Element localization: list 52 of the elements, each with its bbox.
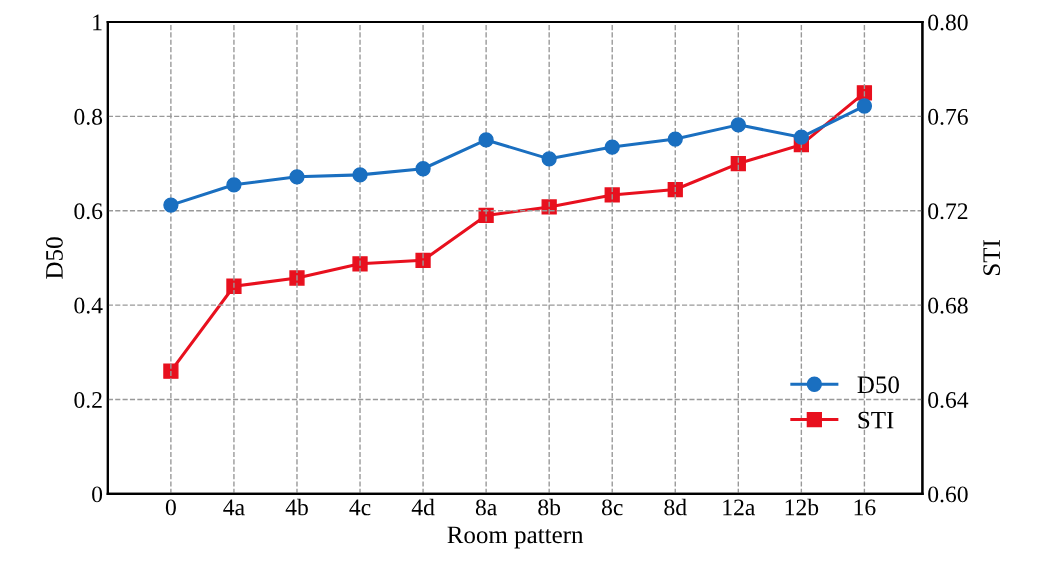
x-tick-label: 8c <box>601 499 623 516</box>
legend-label: STI <box>858 411 894 429</box>
point <box>541 199 557 215</box>
y-tick-label: 0.8 <box>74 108 103 125</box>
point <box>478 207 494 224</box>
point <box>415 252 431 268</box>
y2-tick-label: 0.80 <box>928 14 968 31</box>
x-tick-label: 8d <box>664 498 687 516</box>
point <box>604 187 620 203</box>
y-axis-title: D50 <box>45 237 63 279</box>
y2-axis-title: STI <box>983 240 1001 276</box>
x-tick-label: 8b <box>538 498 561 516</box>
x-tick-label: 4d <box>411 498 435 516</box>
point <box>163 363 179 379</box>
point <box>856 98 873 114</box>
x-tick-label: 0 <box>165 499 176 516</box>
point <box>289 270 305 286</box>
point <box>226 278 242 294</box>
y2-tick-label: 0.68 <box>928 297 968 314</box>
y2-tick-label: 0.76 <box>928 108 968 125</box>
point <box>415 161 431 177</box>
point <box>478 132 494 148</box>
x-tick-label: 4b <box>285 498 308 516</box>
point <box>667 181 683 198</box>
y-tick-label: 0 <box>92 486 103 503</box>
point <box>730 117 746 133</box>
point <box>352 256 368 272</box>
point <box>226 177 242 193</box>
x-tick-label: 4c <box>349 499 371 516</box>
point <box>604 139 620 155</box>
point <box>730 155 746 172</box>
x-axis-title: Room pattern <box>447 526 584 549</box>
point <box>856 85 873 101</box>
y-tick-label: 0.6 <box>74 203 103 220</box>
x-tick-label: 8a <box>475 499 497 516</box>
y-tick-label: 0.4 <box>74 297 103 314</box>
y2-tick-label: 0.72 <box>928 203 968 220</box>
x-tick-label: 16 <box>854 499 876 516</box>
point <box>793 129 809 145</box>
y2-tick-label: 0.64 <box>928 392 969 409</box>
point <box>667 131 683 147</box>
y-tick-label: 0.2 <box>74 392 102 409</box>
x-tick-label: 12a <box>723 499 756 516</box>
point <box>352 167 368 183</box>
y2-tick-label: 0.60 <box>928 486 968 503</box>
legend-label: D50 <box>857 376 899 394</box>
y-tick-label: 1 <box>93 14 102 31</box>
x-tick-label: 12b <box>785 498 819 516</box>
x-tick-label: 4a <box>223 499 245 516</box>
point <box>289 169 305 185</box>
point <box>541 151 557 167</box>
point <box>163 197 179 213</box>
